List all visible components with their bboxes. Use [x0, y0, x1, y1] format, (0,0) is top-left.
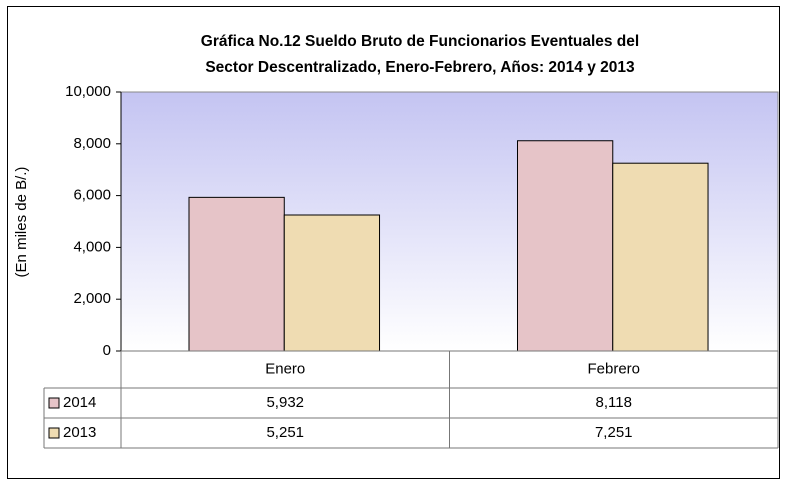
y-tick-label: 4,000: [73, 238, 111, 255]
legend-label: 2013: [63, 424, 96, 441]
y-tick-label: 8,000: [73, 135, 111, 152]
y-tick-label: 2,000: [73, 290, 111, 307]
legend-key: [48, 427, 60, 439]
y-tick-label: 0: [103, 342, 111, 359]
bar: [612, 162, 709, 352]
data-table-value: 7,251: [595, 424, 633, 441]
data-table-value: 8,118: [596, 394, 632, 411]
data-table-value: 5,251: [266, 424, 304, 441]
data-table-value: 5,932: [266, 394, 304, 411]
y-axis-label: (En miles de B/.): [13, 167, 30, 278]
y-tick-label: 6,000: [73, 187, 111, 204]
legend-label: 2014: [63, 394, 96, 411]
bar: [283, 214, 381, 352]
legend-key: [48, 397, 60, 409]
bar: [516, 140, 614, 352]
x-tick-label: Febrero: [587, 360, 640, 377]
chart-title: Gráfica No.12 Sueldo Bruto de Funcionari…: [201, 33, 639, 50]
y-tick-label: 10,000: [65, 83, 111, 100]
chart-title: Sector Descentralizado, Enero-Febrero, A…: [205, 59, 635, 76]
bar: [188, 196, 285, 352]
x-tick-label: Enero: [265, 360, 305, 377]
